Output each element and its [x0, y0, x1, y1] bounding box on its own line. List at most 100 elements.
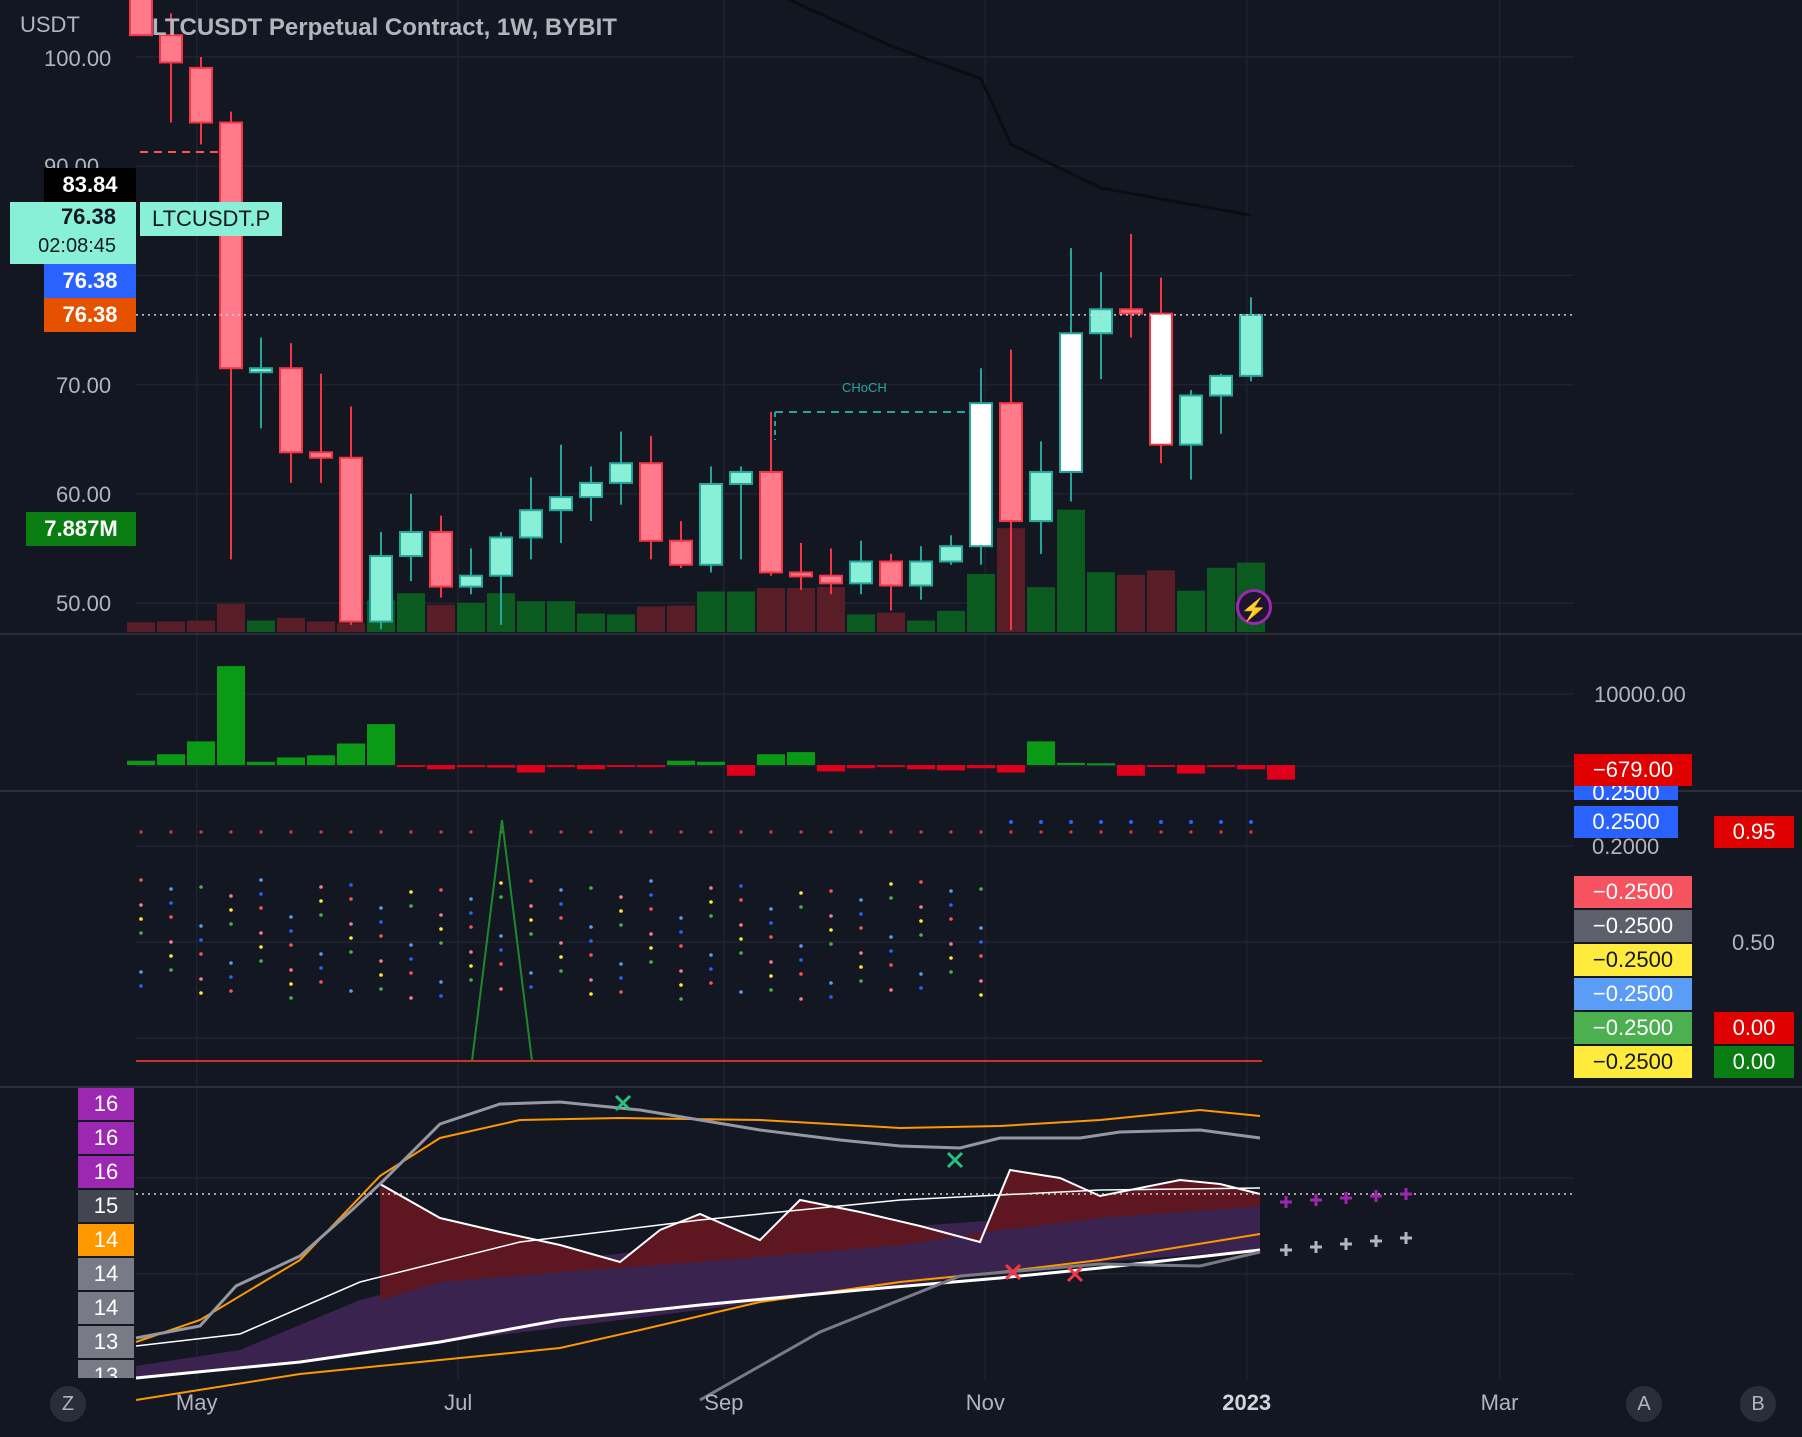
indicator-dot	[1099, 830, 1103, 834]
indicator-dot	[289, 929, 293, 933]
pane-separator[interactable]	[0, 1086, 1802, 1088]
indicator-dot	[559, 916, 563, 920]
settings-b-button[interactable]: B	[1740, 1386, 1776, 1422]
histogram-bar	[817, 765, 845, 772]
histogram-pane[interactable]	[127, 666, 1295, 780]
dots-value-tag: 0.2500	[1574, 806, 1678, 838]
indicator-dot	[379, 906, 383, 910]
indicator-dot	[739, 990, 743, 994]
indicator-dot	[1069, 820, 1073, 824]
indicator-dot	[469, 925, 473, 929]
indicator-dot	[859, 898, 863, 902]
indicator-dot	[1009, 820, 1013, 824]
indicator-dot	[1219, 830, 1223, 834]
histogram-bar	[517, 765, 545, 773]
indicator-dot	[1129, 820, 1133, 824]
indicator-dot	[649, 830, 653, 834]
indicator-dot	[409, 830, 413, 834]
indicator-dot	[169, 901, 173, 905]
indicator-dot	[559, 830, 563, 834]
lightning-icon[interactable]: ⚡	[1236, 589, 1272, 625]
histogram-bar	[427, 765, 455, 770]
band-value-tag: 16	[78, 1122, 134, 1154]
candle-body	[429, 531, 453, 588]
indicator-dot	[379, 920, 383, 924]
indicator-dot	[949, 889, 953, 893]
indicator-dot	[769, 935, 773, 939]
histogram-bar	[1177, 765, 1205, 774]
indicator-dot	[889, 830, 893, 834]
histogram-bar	[1147, 765, 1175, 767]
indicator-dot	[199, 952, 203, 956]
pane-separator[interactable]	[0, 633, 1802, 635]
dots-value-tag: −0.2500	[1574, 910, 1692, 942]
spike-line	[471, 819, 533, 1062]
volume-bar	[967, 573, 995, 632]
indicator-dot	[1099, 820, 1103, 824]
candle-body	[1089, 308, 1113, 335]
indicator-dot	[889, 988, 893, 992]
chart-title[interactable]: LTCUSDT Perpetual Contract, 1W, BYBIT	[152, 14, 617, 41]
indicator-dot	[799, 997, 803, 1001]
auto-scale-button[interactable]: A	[1626, 1386, 1662, 1422]
indicator-dot	[409, 996, 413, 1000]
indicator-dot	[259, 878, 263, 882]
indicator-dot	[199, 885, 203, 889]
indicator-dot	[919, 905, 923, 909]
white-signal-line	[379, 1168, 1261, 1264]
histogram-bar	[727, 765, 755, 776]
histogram-bar	[127, 760, 155, 765]
candle-body	[729, 470, 753, 485]
indicator-dot	[859, 965, 863, 969]
indicator-dot	[1219, 820, 1223, 824]
dots-indicator-pane[interactable]	[136, 819, 1262, 1062]
cross-marker	[946, 1151, 964, 1169]
indicator-dot	[979, 940, 983, 944]
indicator-dot	[289, 968, 293, 972]
indicator-dot	[1039, 820, 1043, 824]
volume-bar	[277, 617, 305, 632]
indicator-dot	[289, 915, 293, 919]
indicator-dot	[619, 895, 623, 899]
bands-indicator-pane[interactable]	[135, 1094, 1574, 1402]
pane-separator[interactable]	[0, 790, 1802, 792]
indicator-dot	[739, 830, 743, 834]
indicator-dot	[379, 959, 383, 963]
indicator-dot	[589, 830, 593, 834]
indicator-dot	[139, 917, 143, 921]
indicator-dot	[1249, 820, 1253, 824]
indicator-dot	[769, 907, 773, 911]
indicator-dot	[289, 982, 293, 986]
indicator-dot	[169, 954, 173, 958]
indicator-dot	[649, 946, 653, 950]
cross-marker	[1066, 1265, 1084, 1283]
candle-body	[189, 66, 213, 124]
gray-lower-band	[699, 1250, 1261, 1402]
indicator-dot	[829, 889, 833, 893]
histogram-bar	[787, 752, 815, 765]
indicator-dot	[379, 987, 383, 991]
indicator-dot	[979, 926, 983, 930]
indicator-dot	[589, 939, 593, 943]
indicator-dot	[619, 976, 623, 980]
indicator-dot	[739, 898, 743, 902]
indicator-dot	[1009, 830, 1013, 834]
indicator-dot	[709, 953, 713, 957]
candle-body	[159, 34, 183, 64]
histogram-bar	[1087, 763, 1115, 766]
volume-bar	[607, 614, 635, 632]
indicator-dot	[169, 887, 173, 891]
candle-body	[489, 536, 513, 577]
volume-bar	[217, 603, 245, 632]
zoom-button[interactable]: Z	[50, 1386, 86, 1422]
indicator-dot	[229, 908, 233, 912]
indicator-dot	[589, 953, 593, 957]
indicator-dot	[979, 954, 983, 958]
histogram-value-tag: −679.00	[1574, 754, 1692, 786]
indicator-dot	[979, 830, 983, 834]
price-pane[interactable]	[127, 0, 1574, 632]
indicator-dot	[319, 952, 323, 956]
indicator-dot	[769, 830, 773, 834]
